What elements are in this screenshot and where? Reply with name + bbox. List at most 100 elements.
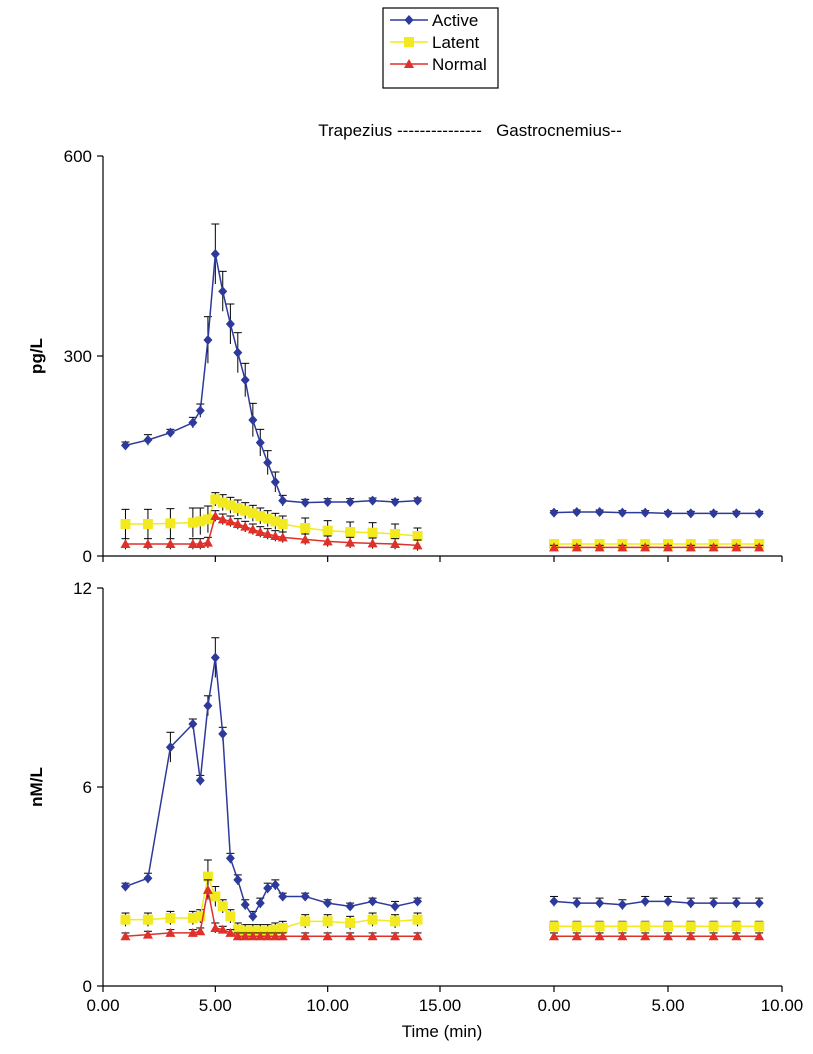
marker (663, 931, 673, 941)
marker (390, 529, 401, 539)
marker (390, 916, 401, 927)
marker (120, 440, 130, 451)
marker (142, 539, 153, 548)
marker (277, 532, 288, 542)
marker (210, 652, 220, 663)
marker (300, 497, 310, 508)
marker (240, 375, 250, 385)
marker (165, 539, 176, 548)
marker (202, 884, 213, 894)
marker (300, 534, 311, 544)
marker (300, 916, 311, 927)
marker (262, 931, 273, 941)
marker (345, 497, 355, 507)
marker (165, 742, 175, 753)
marker (143, 873, 153, 884)
header: Trapezius --------------- Gastrocnemius-… (318, 121, 621, 140)
marker (187, 913, 198, 924)
marker (248, 911, 258, 922)
marker (225, 500, 236, 511)
marker (225, 319, 235, 329)
marker (203, 335, 213, 345)
marker (255, 898, 265, 909)
marker (390, 901, 400, 912)
marker (617, 899, 627, 910)
y-axis-title: nM/L (27, 767, 46, 807)
marker (240, 505, 251, 516)
marker (233, 347, 243, 358)
marker (195, 405, 205, 416)
marker (277, 519, 288, 529)
marker (232, 924, 243, 935)
marker (142, 519, 153, 529)
marker (617, 931, 628, 941)
series-line (125, 657, 418, 918)
series-line (125, 253, 418, 504)
marker (278, 495, 288, 506)
marker (709, 898, 719, 909)
marker (404, 37, 414, 47)
marker (195, 911, 206, 922)
marker (322, 536, 333, 546)
marker (217, 924, 228, 934)
marker (247, 508, 258, 519)
marker (225, 911, 236, 922)
marker (120, 519, 131, 529)
marker (187, 539, 198, 548)
marker (595, 898, 605, 909)
marker (412, 931, 423, 941)
marker (203, 700, 213, 711)
marker (413, 495, 423, 506)
marker (195, 775, 205, 786)
marker (262, 529, 273, 538)
marker (549, 542, 559, 552)
marker (323, 497, 333, 507)
marker (202, 537, 213, 547)
marker (240, 931, 251, 941)
marker (217, 514, 228, 524)
marker (218, 286, 228, 297)
marker (270, 477, 280, 487)
marker (225, 516, 236, 526)
marker (322, 525, 333, 536)
marker (270, 531, 281, 540)
marker (686, 898, 696, 909)
x-tick-label: 5.00 (199, 996, 232, 1015)
marker (663, 921, 673, 932)
marker (210, 249, 220, 259)
series-line (125, 889, 418, 937)
marker (165, 927, 176, 937)
marker (255, 527, 266, 536)
marker (210, 511, 221, 520)
marker (210, 922, 221, 932)
marker (368, 495, 378, 506)
marker (263, 457, 273, 468)
marker (549, 507, 559, 518)
marker (187, 927, 198, 937)
marker (232, 519, 243, 528)
marker (571, 921, 582, 932)
marker (165, 913, 176, 924)
y-tick-label: 300 (64, 347, 92, 366)
marker (731, 931, 742, 941)
marker (367, 538, 378, 548)
marker (640, 921, 651, 932)
marker (345, 901, 355, 912)
marker (594, 931, 605, 941)
series-line (553, 511, 760, 515)
marker (120, 914, 131, 925)
marker (367, 527, 378, 538)
y-tick-label: 0 (83, 977, 92, 996)
marker (640, 896, 650, 907)
marker (663, 896, 673, 907)
marker (617, 507, 627, 518)
y-tick-label: 0 (83, 547, 92, 566)
marker (549, 931, 559, 941)
legend-label: Active (432, 11, 478, 30)
marker (754, 931, 765, 941)
marker (754, 921, 765, 932)
marker (617, 921, 628, 932)
marker (165, 518, 176, 529)
marker (233, 874, 243, 885)
marker (367, 914, 378, 925)
